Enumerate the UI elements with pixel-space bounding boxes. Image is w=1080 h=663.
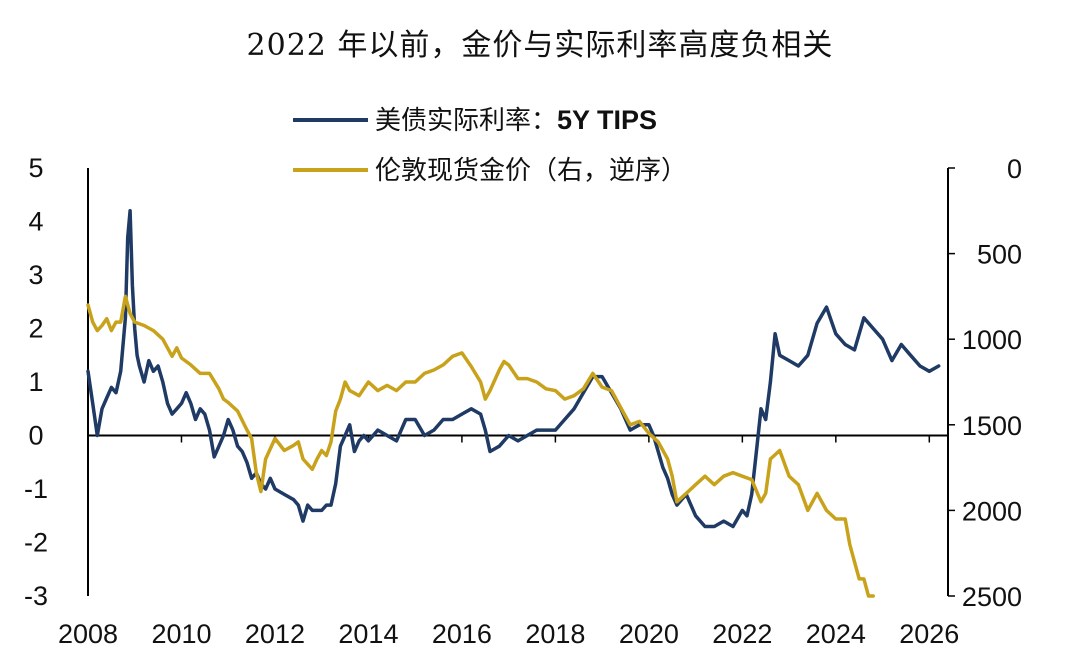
series-layer (86, 209, 941, 598)
x-tick-label: 2018 (525, 619, 585, 649)
x-tick-label: 2022 (712, 619, 772, 649)
series-line-tips (86, 209, 941, 529)
x-tick-label: 2024 (806, 619, 866, 649)
series-line-gold (86, 294, 875, 598)
chart-title: 2022 年以前，金价与实际利率高度负相关 (246, 28, 834, 63)
y-left-tick-label: 4 (28, 207, 43, 237)
y-right-tick-label: 500 (977, 240, 1022, 270)
y-right-tick-label: 2000 (962, 496, 1022, 526)
legend-label-tips-text: 美债实际利率： (375, 106, 557, 136)
y-left-tick-label: -2 (24, 528, 48, 558)
legend-label-gold: 伦敦现货金价（右，逆序） (375, 156, 687, 186)
x-tick-label: 2026 (899, 619, 959, 649)
y-right-tick-label: 0 (1007, 154, 1022, 184)
y-left-tick-label: -1 (24, 474, 48, 504)
y-right-tick-label: 2500 (962, 582, 1022, 612)
axes-layer: 2008 2010 2012 2014 2016 2018 2020 2022 2024 2026… (24, 153, 1022, 649)
y-left-tick-label: 2 (28, 314, 43, 344)
y-right-tick-label: 1500 (962, 411, 1022, 441)
x-tick-label: 2012 (245, 619, 305, 649)
y-left-tick-label: 1 (28, 367, 43, 397)
x-tick-label: 2014 (338, 619, 398, 649)
y-right-tick-label: 1000 (962, 325, 1022, 355)
x-tick-label: 2020 (619, 619, 679, 649)
y-left-tick-label: -3 (24, 581, 48, 611)
x-tick-label: 2010 (151, 619, 211, 649)
legend: 美债实际利率：5Y TIPS 伦敦现货金价（右，逆序） (293, 105, 687, 186)
x-tick-label: 2016 (432, 619, 492, 649)
legend-label-tips: 美债实际利率：5Y TIPS (375, 105, 657, 136)
legend-label-tips-bold: 5Y TIPS (557, 105, 657, 135)
y-left-tick-label: 0 (28, 421, 43, 451)
x-tick-label: 2008 (58, 619, 118, 649)
y-left-tick-label: 5 (28, 153, 43, 183)
y-left-tick-label: 3 (28, 260, 43, 290)
